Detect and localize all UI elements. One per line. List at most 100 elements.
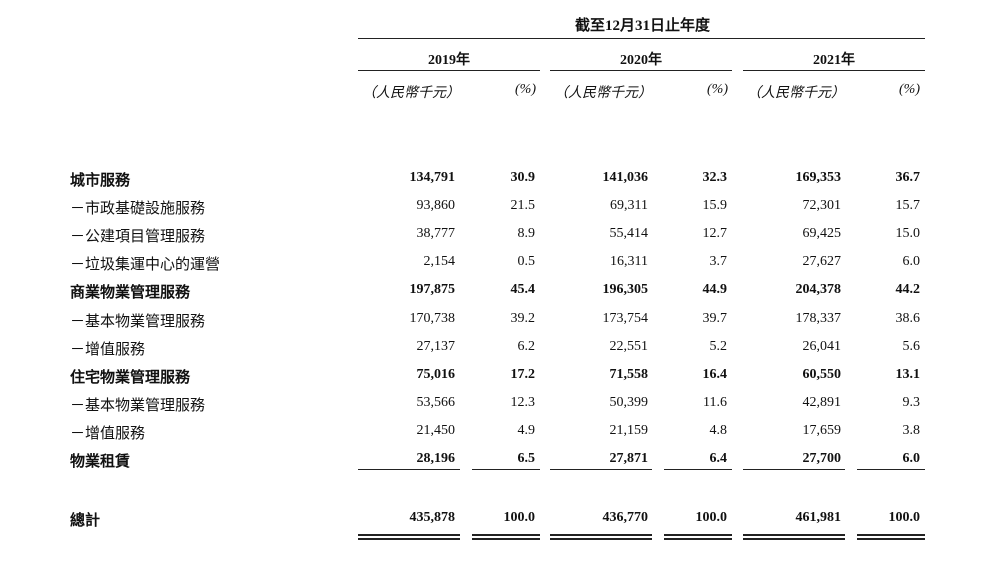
percent-cell: 9.3 bbox=[902, 394, 921, 410]
subtotal-rule-2020a bbox=[550, 469, 652, 470]
year-2020-rule bbox=[550, 70, 732, 71]
percent-cell: 21.5 bbox=[510, 198, 536, 214]
year-2020-header: 2020年 bbox=[620, 53, 662, 68]
subtotal-rule-2019a bbox=[358, 469, 460, 470]
amount-cell: 204,378 bbox=[795, 282, 842, 298]
percent-cell: 0.5 bbox=[517, 254, 536, 270]
total-double-rule bbox=[664, 538, 732, 540]
amount-cell: 196,305 bbox=[602, 282, 649, 298]
amount-cell: 50,399 bbox=[609, 394, 649, 410]
amount-cell: 17,659 bbox=[802, 422, 842, 438]
unit-pct-2020: (%) bbox=[707, 82, 728, 97]
amount-cell: 55,414 bbox=[609, 226, 649, 242]
percent-cell: 8.9 bbox=[517, 226, 536, 242]
total-double-rule bbox=[664, 534, 732, 536]
subtotal-rule-2021b bbox=[857, 469, 925, 470]
row-label: －基本物業管理服務 bbox=[70, 397, 206, 414]
row-label: 物業租賃 bbox=[70, 454, 131, 470]
percent-cell: 15.9 bbox=[702, 198, 728, 214]
period-header-rule bbox=[358, 38, 925, 39]
percent-cell: 11.6 bbox=[703, 394, 727, 410]
subtotal-rule-2021a bbox=[743, 469, 845, 470]
percent-cell: 16.4 bbox=[702, 366, 728, 382]
total-double-rule bbox=[550, 538, 652, 540]
total-percent-cell: 100.0 bbox=[888, 510, 921, 525]
amount-cell: 141,036 bbox=[602, 170, 649, 185]
amount-cell: 75,016 bbox=[416, 366, 456, 382]
row-label: －公建項目管理服務 bbox=[70, 229, 206, 246]
amount-cell: 27,700 bbox=[802, 451, 842, 466]
percent-cell: 12.7 bbox=[702, 226, 728, 242]
year-2019-header: 2019年 bbox=[428, 53, 470, 68]
total-double-rule bbox=[857, 538, 925, 540]
percent-cell: 13.1 bbox=[895, 366, 921, 382]
amount-cell: 22,551 bbox=[609, 338, 649, 354]
period-header: 截至12月31日止年度 bbox=[574, 18, 710, 34]
unit-rmb-2019: （人民幣千元） bbox=[362, 86, 460, 101]
amount-cell: 170,738 bbox=[409, 310, 456, 326]
percent-cell: 6.2 bbox=[517, 338, 536, 354]
total-double-rule bbox=[550, 534, 652, 536]
percent-cell: 3.7 bbox=[709, 254, 728, 270]
amount-cell: 2,154 bbox=[423, 254, 456, 270]
percent-cell: 4.9 bbox=[517, 422, 536, 438]
total-double-rule bbox=[358, 538, 460, 540]
amount-cell: 134,791 bbox=[409, 170, 456, 185]
amount-cell: 197,875 bbox=[409, 282, 456, 298]
percent-cell: 15.7 bbox=[895, 198, 921, 214]
row-label: 城市服務 bbox=[70, 173, 131, 189]
amount-cell: 69,425 bbox=[802, 226, 842, 242]
unit-pct-2021: (%) bbox=[899, 82, 920, 97]
row-label: －垃圾集運中心的運營 bbox=[70, 257, 221, 274]
row-label: 住宅物業管理服務 bbox=[70, 369, 191, 386]
amount-cell: 53,566 bbox=[416, 394, 456, 410]
total-double-rule bbox=[472, 534, 540, 536]
unit-rmb-2020: （人民幣千元） bbox=[554, 86, 652, 101]
amount-cell: 38,777 bbox=[416, 226, 456, 242]
subtotal-rule-2020b bbox=[664, 469, 732, 470]
amount-cell: 42,891 bbox=[802, 394, 842, 410]
percent-cell: 15.0 bbox=[895, 226, 921, 242]
amount-cell: 16,311 bbox=[610, 254, 648, 270]
total-label: 總計 bbox=[70, 513, 101, 529]
total-percent-cell: 100.0 bbox=[503, 510, 536, 525]
total-amount-cell: 461,981 bbox=[795, 510, 842, 525]
percent-cell: 6.4 bbox=[709, 451, 728, 466]
percent-cell: 6.5 bbox=[517, 451, 536, 466]
total-percent-cell: 100.0 bbox=[695, 510, 728, 525]
amount-cell: 169,353 bbox=[795, 170, 842, 185]
amount-cell: 27,871 bbox=[609, 451, 649, 466]
unit-rmb-2021: （人民幣千元） bbox=[747, 86, 845, 101]
row-label: －增值服務 bbox=[70, 425, 146, 442]
row-label: 商業物業管理服務 bbox=[70, 285, 191, 302]
year-2019-rule bbox=[358, 70, 540, 71]
percent-cell: 3.8 bbox=[902, 422, 921, 438]
amount-cell: 27,627 bbox=[802, 254, 842, 270]
row-label: －增值服務 bbox=[70, 341, 146, 358]
amount-cell: 173,754 bbox=[602, 310, 649, 326]
amount-cell: 27,137 bbox=[416, 338, 456, 354]
total-double-rule bbox=[743, 538, 845, 540]
total-double-rule bbox=[472, 538, 540, 540]
unit-pct-2019: (%) bbox=[515, 82, 536, 97]
amount-cell: 178,337 bbox=[795, 310, 842, 326]
percent-cell: 5.6 bbox=[902, 338, 921, 354]
amount-cell: 21,159 bbox=[609, 422, 649, 438]
percent-cell: 39.7 bbox=[702, 310, 728, 326]
percent-cell: 6.0 bbox=[902, 451, 921, 466]
amount-cell: 71,558 bbox=[609, 366, 649, 382]
percent-cell: 4.8 bbox=[709, 422, 728, 438]
amount-cell: 26,041 bbox=[802, 338, 842, 354]
percent-cell: 44.9 bbox=[702, 282, 728, 298]
percent-cell: 32.3 bbox=[702, 170, 728, 185]
subtotal-rule-2019b bbox=[472, 469, 540, 470]
percent-cell: 5.2 bbox=[709, 338, 728, 354]
percent-cell: 17.2 bbox=[510, 366, 536, 382]
amount-cell: 69,311 bbox=[610, 198, 648, 214]
percent-cell: 38.6 bbox=[895, 310, 921, 326]
amount-cell: 28,196 bbox=[416, 451, 456, 466]
amount-cell: 72,301 bbox=[802, 198, 842, 214]
percent-cell: 30.9 bbox=[510, 170, 536, 185]
percent-cell: 36.7 bbox=[895, 170, 921, 185]
row-label: －基本物業管理服務 bbox=[70, 313, 206, 330]
